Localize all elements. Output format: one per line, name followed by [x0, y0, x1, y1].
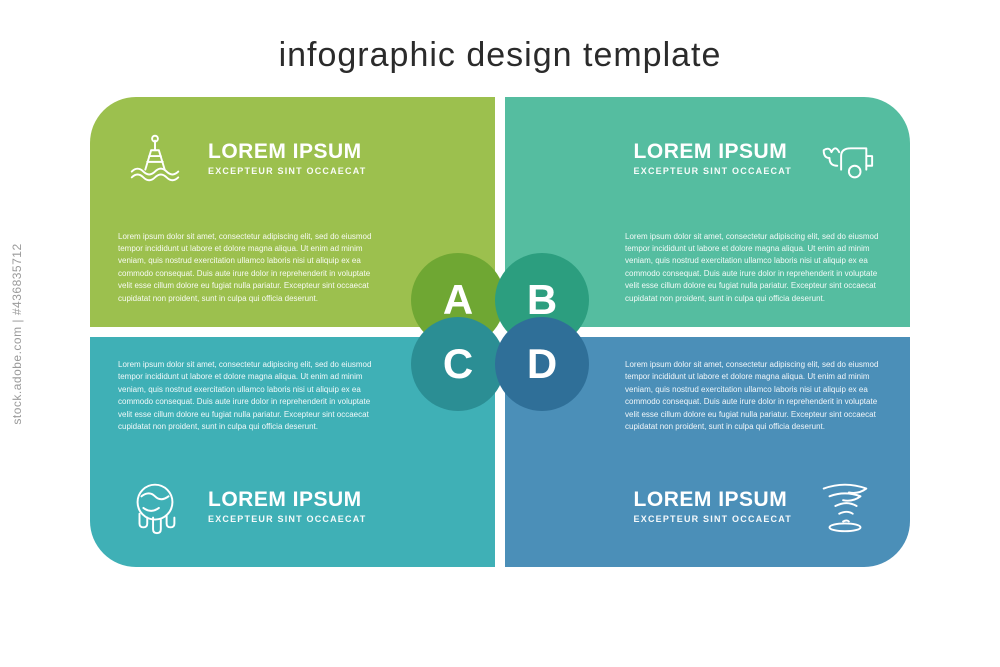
card-a-header: LOREM IPSUM EXCEPTEUR SINT OCCAECAT	[116, 119, 366, 197]
card-d: Lorem ipsum dolor sit amet, consectetur …	[505, 337, 910, 567]
page-title: infographic design template	[0, 0, 1000, 97]
tornado-icon	[806, 467, 884, 545]
card-b: LOREM IPSUM EXCEPTEUR SINT OCCAECAT Lore…	[505, 97, 910, 327]
card-b-title: LOREM IPSUM	[634, 140, 792, 164]
card-d-header: LOREM IPSUM EXCEPTEUR SINT OCCAECAT	[531, 467, 884, 545]
card-d-body: Lorem ipsum dolor sit amet, consectetur …	[625, 359, 885, 433]
card-d-title: LOREM IPSUM	[634, 488, 792, 512]
card-b-subtitle: EXCEPTEUR SINT OCCAECAT	[634, 166, 792, 176]
badge-c: C	[411, 317, 505, 411]
card-a-body: Lorem ipsum dolor sit amet, consectetur …	[118, 231, 378, 305]
card-b-header: LOREM IPSUM EXCEPTEUR SINT OCCAECAT	[531, 119, 884, 197]
watermark-text: stock.adobe.com | #436835712	[10, 243, 24, 424]
melting-earth-icon	[116, 467, 194, 545]
card-c-subtitle: EXCEPTEUR SINT OCCAECAT	[208, 514, 366, 524]
card-b-body: Lorem ipsum dolor sit amet, consectetur …	[625, 231, 885, 305]
card-c-title: LOREM IPSUM	[208, 488, 366, 512]
badge-d: D	[495, 317, 589, 411]
infographic-grid: LOREM IPSUM EXCEPTEUR SINT OCCAECAT Lore…	[90, 97, 910, 567]
card-c-header: LOREM IPSUM EXCEPTEUR SINT OCCAECAT	[116, 467, 366, 545]
card-c: Lorem ipsum dolor sit amet, consectetur …	[90, 337, 495, 567]
card-a-subtitle: EXCEPTEUR SINT OCCAECAT	[208, 166, 366, 176]
card-c-body: Lorem ipsum dolor sit amet, consectetur …	[118, 359, 378, 433]
buoy-waves-icon	[116, 119, 194, 197]
card-d-subtitle: EXCEPTEUR SINT OCCAECAT	[634, 514, 792, 524]
card-a-title: LOREM IPSUM	[208, 140, 366, 164]
card-a: LOREM IPSUM EXCEPTEUR SINT OCCAECAT Lore…	[90, 97, 495, 327]
car-exhaust-icon	[806, 119, 884, 197]
